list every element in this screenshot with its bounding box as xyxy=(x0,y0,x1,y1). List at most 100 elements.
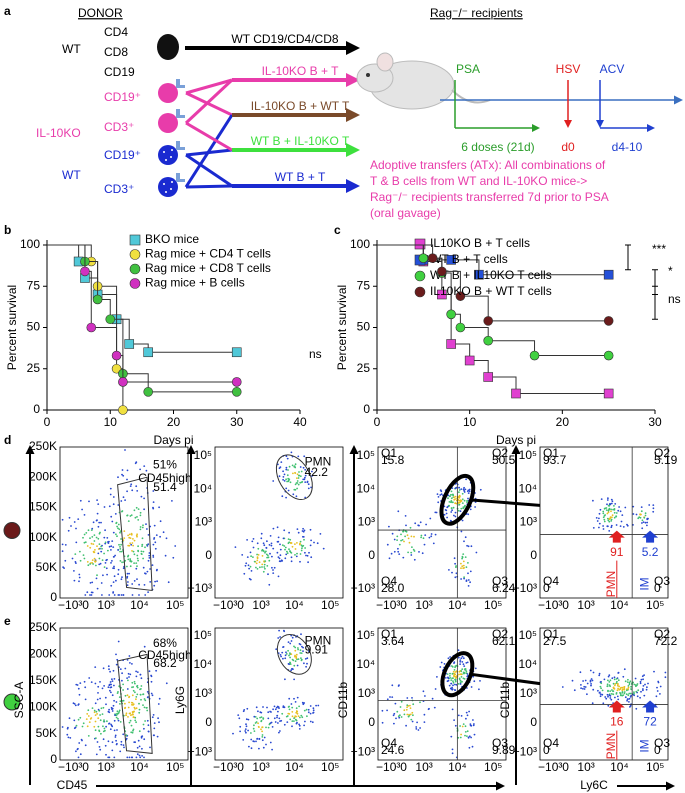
event-dot xyxy=(445,512,448,515)
event-dot xyxy=(465,711,468,714)
event-dot xyxy=(592,499,594,502)
event-dot xyxy=(286,552,289,555)
y-tick-label: 0 xyxy=(368,548,375,562)
event-dot xyxy=(628,683,631,686)
event-dot xyxy=(126,514,129,517)
event-dot xyxy=(82,722,85,725)
event-dot xyxy=(451,748,454,751)
event-dot xyxy=(386,709,388,712)
event-dot xyxy=(91,536,94,538)
event-dot xyxy=(86,561,89,563)
event-dot xyxy=(98,532,101,535)
event-dot xyxy=(411,711,414,714)
event-dot xyxy=(90,594,93,596)
event-dot xyxy=(284,654,287,657)
event-dot xyxy=(437,496,440,498)
event-dot xyxy=(144,594,147,596)
event-dot xyxy=(105,753,107,756)
event-dot xyxy=(277,710,279,713)
event-dot xyxy=(132,544,135,547)
transfer-label: WT CD19/CD4/CD8 xyxy=(231,32,338,46)
event-dot xyxy=(291,545,294,548)
event-dot xyxy=(263,544,266,547)
x-tick-label: 0 xyxy=(82,598,89,612)
event-dot xyxy=(137,519,140,521)
event-dot xyxy=(107,686,110,689)
event-dot xyxy=(603,678,606,681)
event-dot xyxy=(434,533,437,536)
event-dot xyxy=(278,467,281,470)
event-dot xyxy=(290,669,292,672)
event-dot xyxy=(111,749,114,752)
event-dot xyxy=(105,725,107,728)
event-dot xyxy=(133,562,136,564)
event-dot xyxy=(470,736,472,739)
event-dot xyxy=(289,652,291,654)
event-dot xyxy=(148,670,151,673)
event-dot xyxy=(104,744,107,747)
event-dot xyxy=(77,687,80,690)
event-dot xyxy=(126,572,129,575)
event-dot xyxy=(297,455,300,458)
survival-marker xyxy=(446,309,456,320)
event-dot xyxy=(145,523,147,525)
quadrant-value: 62.1 xyxy=(492,634,516,648)
event-dot xyxy=(297,715,300,717)
event-dot xyxy=(106,558,108,561)
survival-marker xyxy=(118,377,128,387)
event-dot xyxy=(296,542,298,544)
event-dot xyxy=(386,698,389,701)
event-dot xyxy=(265,550,267,553)
x-tick-label: 0 xyxy=(82,760,89,774)
event-dot xyxy=(634,677,637,680)
event-dot xyxy=(642,685,645,687)
event-dot xyxy=(592,688,595,691)
event-dot xyxy=(83,533,86,536)
event-dot xyxy=(245,562,248,565)
event-dot xyxy=(74,726,77,729)
event-dot xyxy=(397,547,399,550)
event-dot xyxy=(247,564,250,567)
event-dot xyxy=(286,721,289,723)
event-dot xyxy=(130,714,132,717)
timeline-note: 6 doses (21d) xyxy=(461,140,534,154)
y-axis-title: Percent survival xyxy=(5,285,19,370)
event-dot xyxy=(111,741,114,744)
event-dot xyxy=(390,552,393,555)
quadrant-value: 5.19 xyxy=(654,453,678,467)
event-dot xyxy=(394,702,397,705)
event-dot xyxy=(284,546,287,549)
event-dot xyxy=(113,555,115,558)
event-dot xyxy=(260,537,263,540)
event-dot xyxy=(464,669,467,671)
event-dot xyxy=(252,538,255,540)
event-dot xyxy=(623,686,626,688)
survival-marker xyxy=(427,253,438,264)
event-dot xyxy=(256,559,259,562)
event-dot xyxy=(129,542,132,545)
event-dot xyxy=(262,746,265,749)
event-dot xyxy=(613,509,616,511)
event-dot xyxy=(116,712,118,715)
event-dot xyxy=(108,711,111,714)
event-dot xyxy=(610,526,613,529)
event-dot xyxy=(252,546,255,549)
gate-value: 51.4 xyxy=(153,480,177,494)
event-dot xyxy=(607,675,610,678)
plot-frame xyxy=(539,627,669,761)
event-dot xyxy=(612,690,615,692)
event-dot xyxy=(276,714,279,717)
event-dot xyxy=(306,480,309,483)
event-dot xyxy=(424,534,427,536)
event-dot xyxy=(307,561,309,564)
event-dot xyxy=(245,731,247,734)
event-dot xyxy=(459,680,462,682)
event-dot xyxy=(117,476,119,479)
event-dot xyxy=(126,677,128,679)
event-dot xyxy=(463,665,466,667)
event-dot xyxy=(410,551,413,554)
event-dot xyxy=(397,550,400,553)
event-dot xyxy=(121,679,123,682)
event-dot xyxy=(646,518,649,521)
event-dot xyxy=(449,519,452,522)
